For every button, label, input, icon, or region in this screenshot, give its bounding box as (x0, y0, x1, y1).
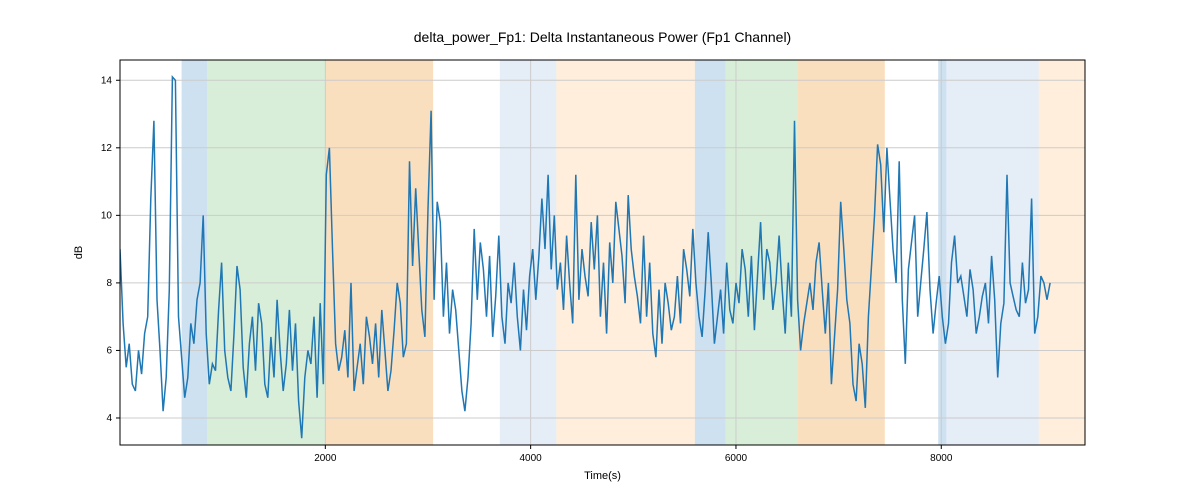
band-5 (695, 60, 726, 445)
xtick-label-8000: 8000 (930, 453, 953, 464)
ytick-label-6: 6 (106, 345, 112, 356)
ytick-label-14: 14 (101, 75, 113, 86)
xtick-label-2000: 2000 (314, 453, 337, 464)
band-1 (207, 60, 325, 445)
ytick-label-4: 4 (106, 413, 112, 424)
band-10 (1039, 60, 1085, 445)
band-2 (325, 60, 433, 445)
xtick-label-4000: 4000 (520, 453, 543, 464)
band-9 (946, 60, 1038, 445)
xtick-label-6000: 6000 (725, 453, 748, 464)
chart-container: 2000 4000 6000 8000 4 6 8 10 12 14 delta_power_Fp1… (0, 0, 1200, 500)
chart-svg: 2000 4000 6000 8000 4 6 8 10 12 14 delta_power_Fp1… (0, 0, 1200, 500)
ytick-label-8: 8 (106, 278, 112, 289)
x-axis-label: Time(s) (584, 470, 621, 482)
y-axis-label: dB (73, 246, 85, 259)
chart-title: delta_power_Fp1: Delta Instantaneous Pow… (414, 29, 791, 45)
band-8 (938, 60, 946, 445)
ytick-label-10: 10 (101, 210, 113, 221)
band-3 (500, 60, 556, 445)
ytick-label-12: 12 (101, 143, 113, 154)
